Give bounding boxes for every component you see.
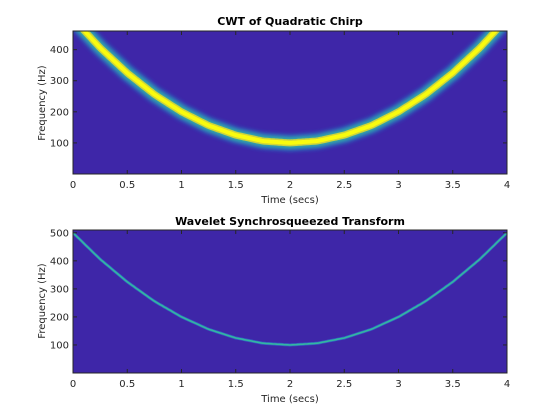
- cwt-x-tick-label: 3: [395, 180, 401, 191]
- sst-x-tick-label: 3.5: [445, 379, 461, 390]
- cwt-x-tick-label: 2: [287, 180, 293, 191]
- cwt-y-tick-label: 400: [50, 45, 69, 56]
- cwt-y-axis-label: Frequency (Hz): [37, 65, 48, 141]
- sst-x-ticks: 0 0.5 1 1.5 2 2.5 3 3.5 4: [70, 230, 510, 390]
- cwt-plot-background: [73, 31, 507, 174]
- sst-x-tick-label: 3: [395, 379, 401, 390]
- sst-x-tick-label: 1.5: [228, 379, 244, 390]
- sst-y-tick-label: 400: [50, 256, 69, 267]
- sst-y-tick-label: 100: [50, 340, 69, 351]
- sst-y-tick-label: 500: [50, 228, 69, 239]
- sst-x-tick-label: 2: [287, 379, 293, 390]
- cwt-x-tick-label: 4: [504, 180, 510, 191]
- sst-x-tick-label: 4: [504, 379, 510, 390]
- cwt-x-tick-label: 0: [70, 180, 76, 191]
- cwt-x-tick-label: 3.5: [445, 180, 461, 191]
- sst-plot-background: [73, 230, 507, 373]
- cwt-ridge-group: [73, 31, 507, 151]
- sst-y-axis-label: Frequency (Hz): [37, 263, 48, 339]
- cwt-title: CWT of Quadratic Chirp: [217, 15, 363, 28]
- sst-x-axis-label: Time (secs): [260, 394, 319, 405]
- cwt-x-tick-label: 1.5: [228, 180, 244, 191]
- sst-y-ticks: 100 200 300 400 500: [50, 228, 507, 351]
- sst-ridge-group: [73, 231, 507, 347]
- cwt-panel: CWT of Quadratic Chirp 0 0.5 1 1.5 2 2.5 3 3.5 4…: [37, 15, 510, 206]
- sst-x-tick-label: 0.5: [119, 379, 135, 390]
- cwt-x-tick-label: 1: [178, 180, 184, 191]
- sst-x-tick-label: 2.5: [336, 379, 352, 390]
- cwt-y-tick-label: 100: [50, 138, 69, 149]
- sst-y-tick-label: 300: [50, 284, 69, 295]
- cwt-x-tick-label: 2.5: [336, 180, 352, 191]
- sst-x-tick-label: 1: [178, 379, 184, 390]
- sst-title: Wavelet Synchrosqueezed Transform: [175, 215, 405, 228]
- sst-panel: Wavelet Synchrosqueezed Transform 0 0.5 1 1…: [37, 215, 510, 405]
- cwt-x-ticks: 0 0.5 1 1.5 2 2.5 3 3.5 4: [70, 31, 510, 191]
- cwt-x-axis-label: Time (secs): [260, 195, 319, 206]
- cwt-y-ticks: 100 200 300 400: [50, 45, 507, 149]
- sst-y-tick-label: 200: [50, 312, 69, 323]
- sst-x-tick-label: 0: [70, 379, 76, 390]
- sst-ridge-core: [73, 232, 507, 346]
- cwt-x-tick-label: 0.5: [119, 180, 135, 191]
- cwt-y-tick-label: 200: [50, 107, 69, 118]
- cwt-ridge-core: [81, 31, 499, 145]
- cwt-y-tick-label: 300: [50, 76, 69, 87]
